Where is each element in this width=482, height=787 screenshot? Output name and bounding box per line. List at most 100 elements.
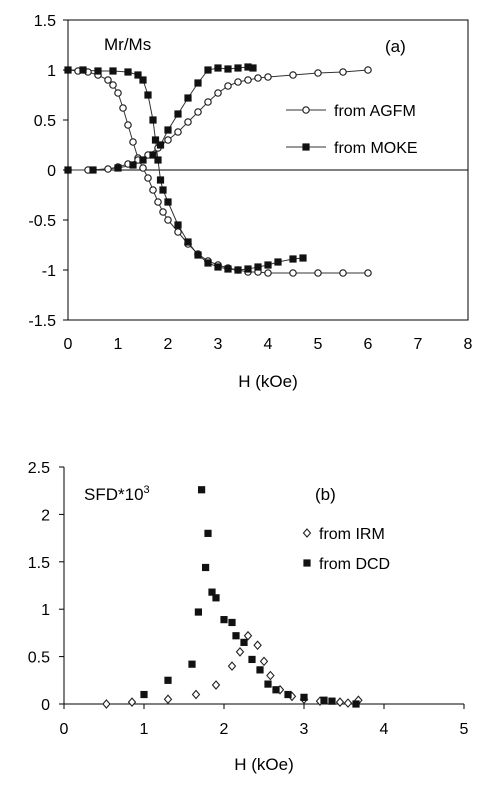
data-point-from-moke (194, 79, 202, 87)
data-point-from-dcd (232, 632, 240, 640)
x-tick-label: 4 (380, 721, 389, 738)
data-point-from-moke (64, 66, 72, 74)
data-point-from-moke (174, 221, 182, 229)
data-point-from-agfm (164, 136, 172, 144)
chart-title-b: SFD*103 (84, 484, 150, 504)
data-point-from-moke (159, 186, 167, 194)
data-point-from-moke (149, 151, 157, 159)
data-point-from-moke (244, 265, 252, 273)
panel-label-a: (a) (385, 37, 406, 56)
data-point-from-moke (249, 64, 257, 72)
series-line-from-moke (68, 66, 254, 171)
data-point-from-moke (124, 68, 132, 76)
data-point-from-agfm (124, 121, 132, 129)
data-point-from-irm (211, 680, 221, 690)
y-tick-label: 1.5 (34, 13, 56, 30)
data-point-from-agfm (184, 118, 192, 126)
data-point-from-agfm (289, 269, 297, 277)
y-tick-label: 2 (41, 507, 50, 524)
data-point-from-irm (243, 630, 253, 641)
data-point-from-dcd (140, 690, 148, 699)
data-point-from-moke (289, 255, 297, 263)
data-point-from-moke (64, 166, 72, 174)
data-point-from-dcd (188, 660, 196, 668)
data-point-from-agfm (104, 165, 112, 173)
x-tick-label: 0 (60, 721, 69, 738)
legend-a: from AGFM from MOKE (286, 103, 418, 157)
data-point-from-agfm (289, 71, 297, 79)
data-point-from-agfm (144, 174, 152, 182)
data-point-from-moke (164, 198, 172, 206)
data-point-from-moke (204, 66, 212, 74)
data-point-from-agfm (254, 74, 262, 82)
data-point-from-moke (299, 254, 307, 262)
data-point-from-irm (191, 689, 201, 700)
x-tick-label: 3 (300, 721, 309, 738)
chart-panel-a: Mr/Ms (a) 0 1 2 3 4 5 6 7 8 1.5 1 0.5 0 -0.5 -1 -1.5 f… (28, 13, 472, 391)
data-point-from-agfm (244, 76, 252, 84)
data-point-from-moke (129, 161, 137, 169)
x-axis-label-b: H (kOe) (234, 755, 294, 774)
y-tick-label: 2.5 (28, 460, 50, 477)
data-point-from-agfm (234, 78, 242, 86)
data-point-from-agfm (164, 216, 172, 224)
x-tick-label: 4 (264, 336, 273, 353)
data-point-from-irm (253, 640, 262, 651)
data-point-from-agfm (364, 269, 372, 277)
data-point-from-agfm (129, 138, 137, 146)
legend-marker (303, 559, 311, 567)
legend-marker (302, 528, 312, 538)
x-tick-label: 1 (114, 336, 123, 353)
x-tick-label: 1 (140, 721, 149, 738)
data-point-from-moke (114, 164, 122, 172)
data-point-from-agfm (204, 98, 212, 106)
legend-marker (302, 143, 310, 151)
data-point-from-agfm (119, 104, 127, 112)
data-point-from-moke (94, 67, 102, 75)
data-point-from-moke (264, 261, 272, 269)
data-point-from-moke (139, 76, 147, 84)
data-point-from-agfm (174, 128, 182, 136)
data-point-from-agfm (264, 269, 272, 277)
x-tick-label: 2 (220, 721, 229, 738)
x-tick-label: 8 (464, 336, 473, 353)
data-point-from-moke (134, 71, 142, 79)
data-point-from-agfm (114, 89, 122, 97)
y-tick-label: 0.5 (34, 113, 56, 130)
data-point-from-dcd (202, 563, 210, 572)
data-point-from-agfm (314, 69, 322, 77)
legend-label: from AGFM (334, 103, 416, 120)
data-point-from-dcd (240, 638, 248, 646)
data-point-from-moke (164, 126, 172, 134)
chart-title-a: Mr/Ms (104, 35, 151, 54)
data-point-from-dcd (198, 486, 206, 494)
data-point-from-moke (184, 94, 192, 102)
data-point-from-dcd (212, 594, 220, 602)
data-point-from-moke (274, 258, 282, 266)
data-point-from-dcd (248, 655, 256, 664)
data-point-from-dcd (256, 666, 264, 674)
data-point-from-irm (335, 697, 345, 707)
y-tick-label: 0.5 (28, 650, 50, 667)
data-point-from-agfm (264, 73, 272, 81)
data-point-from-agfm (339, 269, 347, 277)
x-tick-label: 0 (64, 336, 73, 353)
data-point-from-moke (174, 110, 182, 118)
data-point-from-moke (214, 263, 222, 271)
data-point-from-agfm (224, 82, 232, 90)
legend-label: from DCD (319, 556, 390, 573)
data-point-from-agfm (314, 269, 322, 277)
x-tick-label: 2 (164, 336, 173, 353)
data-point-from-moke (149, 116, 157, 124)
data-point-from-irm (266, 670, 275, 681)
data-point-from-moke (156, 141, 165, 149)
data-point-from-dcd (300, 693, 308, 701)
data-point-from-agfm (154, 198, 162, 206)
legend-label: from IRM (319, 526, 385, 543)
data-point-from-moke (79, 66, 87, 74)
y-tick-label: -0.5 (28, 213, 56, 230)
data-point-from-agfm (174, 228, 182, 236)
data-point-from-moke (154, 156, 162, 164)
data-point-from-dcd (272, 686, 280, 694)
data-point-from-dcd (284, 690, 292, 699)
